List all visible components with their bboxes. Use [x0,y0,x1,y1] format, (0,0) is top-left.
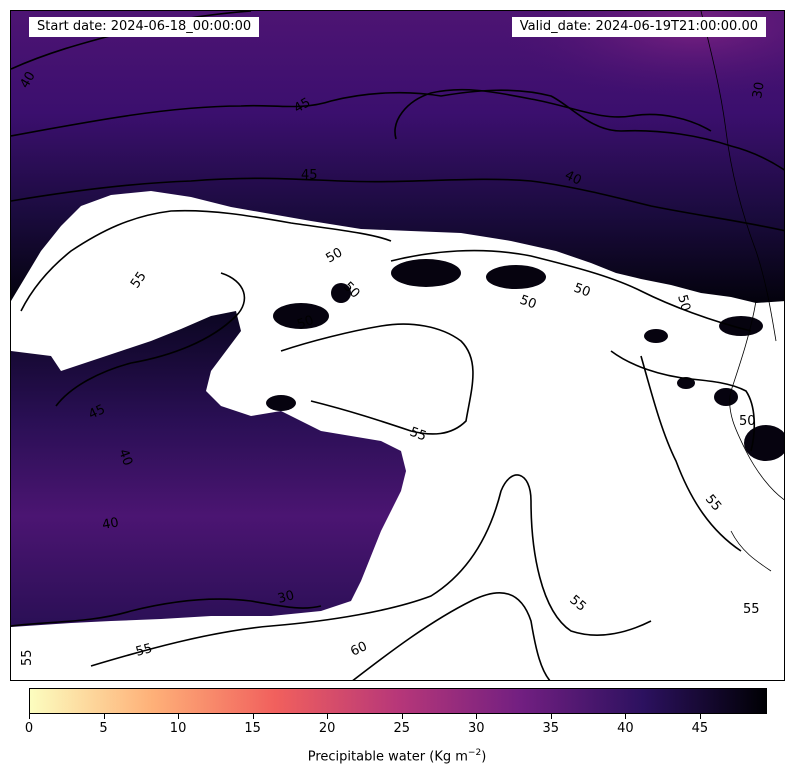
colorbar-tick-label: 5 [99,721,108,736]
coastline [700,11,784,572]
colorbar-tick-label: 40 [617,721,634,736]
contour-label: 55 [743,602,760,617]
contour-label: 45 [301,168,318,183]
colorbar-tick [476,714,478,719]
contour-label: 45 [292,95,314,116]
colorbar-tick-label: 30 [467,721,485,736]
colorbar-tick-label: 15 [244,721,261,736]
colorbar-tick-label: 20 [318,721,336,736]
contour-label: 55 [134,641,154,660]
contour-label: 60 [348,639,369,660]
contour-label: 50 [295,313,316,333]
contour-label: 45 [86,402,107,423]
map-panel: 40 45 45 40 30 50 50 55 50 50 50 50 45 4… [10,10,785,681]
contour-label: 50 [518,293,539,313]
contour-label: 50 [674,293,693,313]
contour-label: 55 [20,649,35,666]
colorbar-tick-label: 25 [393,721,410,736]
valid-date-label: Valid_date: 2024-06-19T21:00:00.00 [511,17,766,37]
colorbar-title: Precipitable water (Kg m−2) [307,748,487,765]
start-date-label: Start date: 2024-06-18_00:00:00 [29,17,260,37]
contour-label: 30 [276,588,296,607]
colorbar-tick-label: 35 [542,721,560,736]
contour-label: 50 [739,414,756,429]
colorbar-tick [178,714,180,719]
contour-label: 40 [562,168,583,189]
contour-label: 40 [115,447,135,468]
colorbar-tick-label: 45 [691,721,709,736]
colorbar-tick [252,714,254,719]
colorbar-tick [625,714,627,719]
contour-label: 50 [572,281,593,301]
contour-lines [11,11,784,680]
contour-label: 40 [101,515,120,533]
colorbar-tick [327,714,329,719]
colorbar-tick [699,714,701,719]
contour-label: 30 [750,81,768,100]
colorbar-tick [401,714,403,719]
colorbar [29,688,767,714]
northeast-low-pw [11,11,784,301]
contour-label: 50 [324,245,346,266]
contour-label: 40 [17,69,38,91]
colorbar-tick-label: 10 [169,721,187,736]
contour-label: 55 [408,425,429,445]
colorbar-tick-label: 0 [24,721,34,736]
colorbar-tick [550,714,552,719]
west-pw-lobe [11,311,406,627]
precipitable-water-map: 40 45 45 40 30 50 50 55 50 50 50 50 45 4… [11,11,784,680]
colorbar-tick [29,714,30,719]
colorbar-tick [103,714,105,719]
